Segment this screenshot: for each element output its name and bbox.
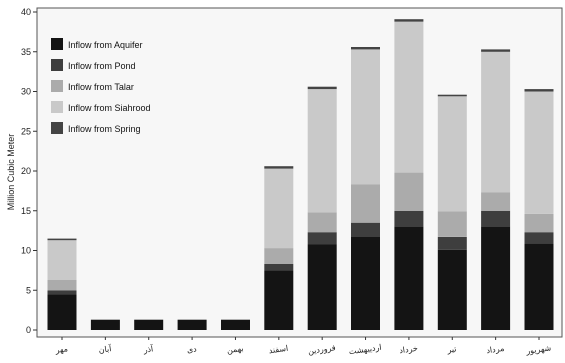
x-tick-label: مهر [54, 344, 69, 355]
bar-segment [524, 213, 554, 233]
bar-segment [394, 226, 424, 330]
bar-segment [437, 96, 467, 212]
bar-segment [524, 243, 554, 330]
x-tick-label: اردیبهشت [348, 343, 382, 357]
bar-segment [351, 237, 380, 330]
legend-swatch [51, 101, 63, 113]
legend-label: Inflow from Siahrood [68, 103, 151, 113]
plot-area [36, 7, 563, 338]
y-tick-label: 30 [21, 87, 31, 97]
x-tick-label: فروردین [307, 343, 336, 356]
legend-label: Inflow from Spring [68, 124, 141, 134]
bar-segment [47, 238, 77, 241]
x-axis: مهر آبان آذر دی بهمن اسفند فروردین اردیبهشت خردا… [54, 337, 552, 356]
y-tick-label: 0 [26, 325, 31, 335]
y-tick-label: 15 [21, 206, 31, 216]
x-tick-label: خرداد [399, 344, 419, 356]
bar-segment [307, 86, 337, 90]
bar-segment [307, 232, 337, 245]
bar-segment [437, 94, 467, 97]
legend-label: Inflow from Talar [68, 82, 134, 92]
bar-segment [264, 270, 294, 330]
bar-segment [351, 49, 380, 185]
y-tick-label: 25 [21, 126, 31, 136]
bar-segment [394, 19, 424, 22]
x-tick-label: اسفند [268, 344, 289, 356]
bar-segment [177, 319, 207, 330]
bar-segment [134, 319, 164, 330]
bar-segment [524, 91, 554, 214]
legend-label: Inflow from Aquifer [68, 40, 143, 50]
bar-segment [394, 210, 424, 227]
bar-segment [47, 290, 77, 295]
bar-segment [90, 319, 120, 330]
legend-swatch [51, 122, 63, 134]
bar-segment [351, 222, 380, 237]
bar-segment [481, 49, 511, 52]
y-tick-label: 20 [21, 166, 31, 176]
bars [47, 19, 554, 330]
bar-segment [394, 21, 424, 173]
bar-segment [47, 279, 77, 291]
bar-segment [264, 264, 294, 271]
x-tick-label: آذر [142, 343, 155, 354]
y-tick-label: 10 [21, 246, 31, 256]
legend-swatch [51, 38, 63, 50]
legend-swatch [51, 80, 63, 92]
x-tick-label: مرداد [486, 344, 505, 355]
x-tick-label: آبان [98, 343, 113, 355]
bar-segment [524, 232, 554, 244]
legend: Inflow from Aquifer Inflow from Pond Inflo… [51, 38, 151, 134]
x-tick-label: شهریور [525, 343, 552, 356]
legend-swatch [51, 59, 63, 71]
bar-segment [47, 240, 77, 280]
bar-segment [481, 226, 511, 330]
bar-segment [524, 89, 554, 92]
bar-segment [437, 237, 467, 250]
bar-segment [47, 294, 77, 330]
bar-segment [264, 248, 294, 264]
x-tick-label: بهمن [226, 344, 244, 355]
bar-segment [481, 192, 511, 211]
y-axis: 0 5 10 15 20 25 30 35 40 [21, 7, 37, 335]
x-tick-label: تیر [446, 344, 457, 354]
bar-segment [351, 47, 380, 50]
bar-segment [307, 212, 337, 233]
bar-segment [264, 168, 294, 249]
bar-segment [437, 249, 467, 330]
x-tick-label: دی [186, 344, 197, 354]
y-tick-label: 35 [21, 47, 31, 57]
bar-segment [307, 89, 337, 213]
y-tick-label: 40 [21, 7, 31, 17]
legend-label: Inflow from Pond [68, 61, 136, 71]
bar-segment [264, 166, 294, 169]
y-axis-label: Million Cubic Meter [6, 134, 16, 211]
bar-segment [394, 172, 424, 211]
bar-segment [437, 211, 467, 237]
bar-segment [221, 319, 250, 330]
bar-segment [307, 244, 337, 330]
y-tick-label: 5 [26, 285, 31, 295]
bar-segment [351, 184, 380, 223]
bar-segment [481, 51, 511, 193]
bar-segment [481, 210, 511, 227]
